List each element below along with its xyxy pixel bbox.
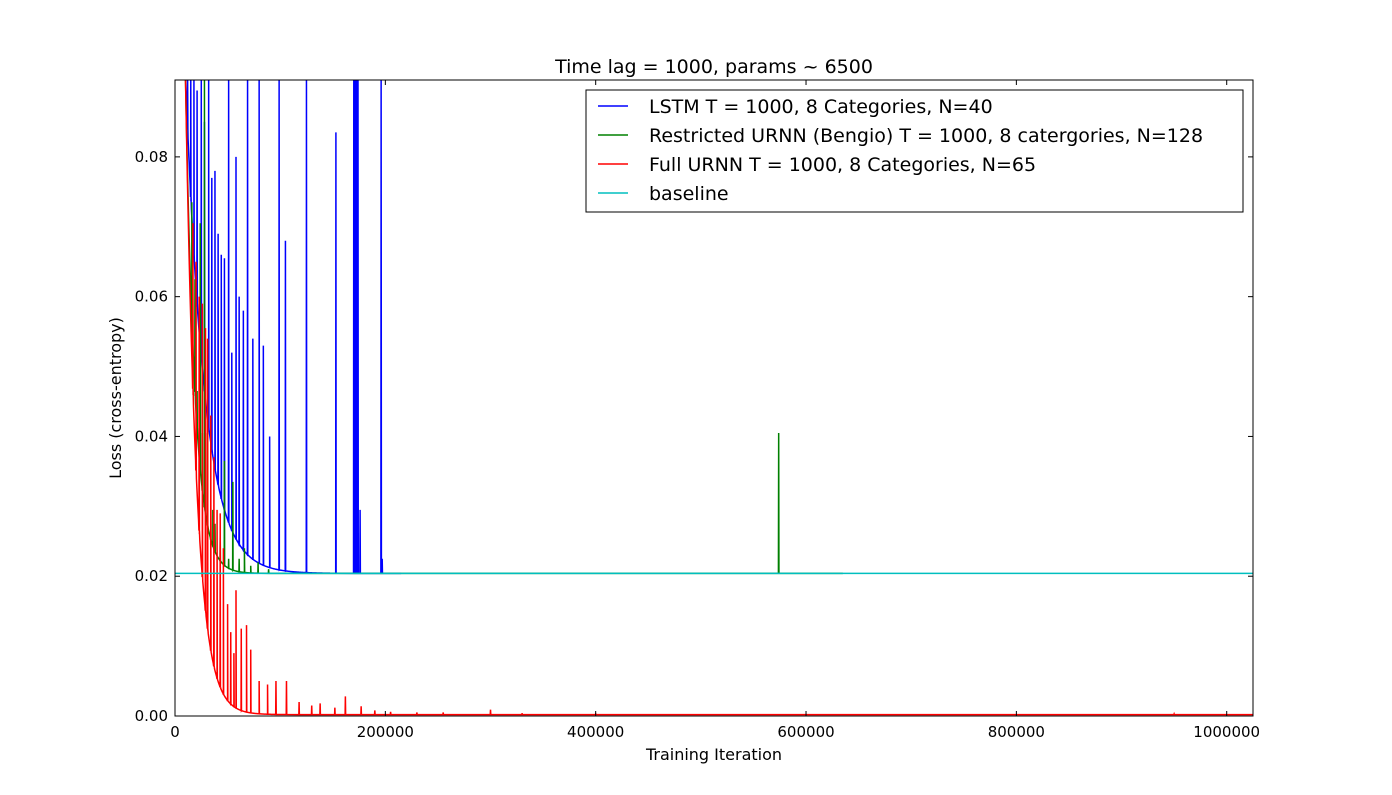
- legend-entry: baseline: [649, 183, 729, 205]
- series-line-2: [184, 80, 1253, 716]
- y-tick-label: 0.06: [135, 288, 168, 306]
- x-tick-label: 1000000: [1193, 723, 1260, 741]
- plot-frame: [174, 79, 1254, 717]
- x-tick-label: 200000: [357, 723, 414, 741]
- legend-frame: [585, 89, 1244, 213]
- x-tick-label: 0: [170, 723, 180, 741]
- x-tick-label: 400000: [567, 723, 624, 741]
- series-line-0: [184, 80, 402, 575]
- y-tick-label: 0.04: [135, 427, 168, 445]
- legend-entry: Full URNN T = 1000, 8 Categories, N=65: [649, 154, 1036, 176]
- y-tick-label: 0.02: [135, 567, 168, 585]
- legend: LSTM T = 1000, 8 Categories, N=40 Restric…: [585, 89, 1244, 213]
- x-axis-label: Training Iteration: [645, 745, 782, 764]
- x-tick-label: 800000: [988, 723, 1045, 741]
- x-tick-label: 600000: [777, 723, 834, 741]
- y-tick-label: 0.08: [135, 148, 168, 166]
- chart-title: Time lag = 1000, params ~ 6500: [554, 56, 873, 78]
- ticks-group: 0 200000 400000 600000 800000 1000000 0.00 0.02…: [135, 80, 1260, 741]
- y-tick-label: 0.00: [135, 707, 168, 725]
- legend-entry: Restricted URNN (Bengio) T = 1000, 8 cat…: [649, 125, 1203, 147]
- legend-entry: LSTM T = 1000, 8 Categories, N=40: [649, 96, 993, 118]
- y-axis-label: Loss (cross-entropy): [106, 317, 125, 479]
- series-group: [175, 80, 1253, 716]
